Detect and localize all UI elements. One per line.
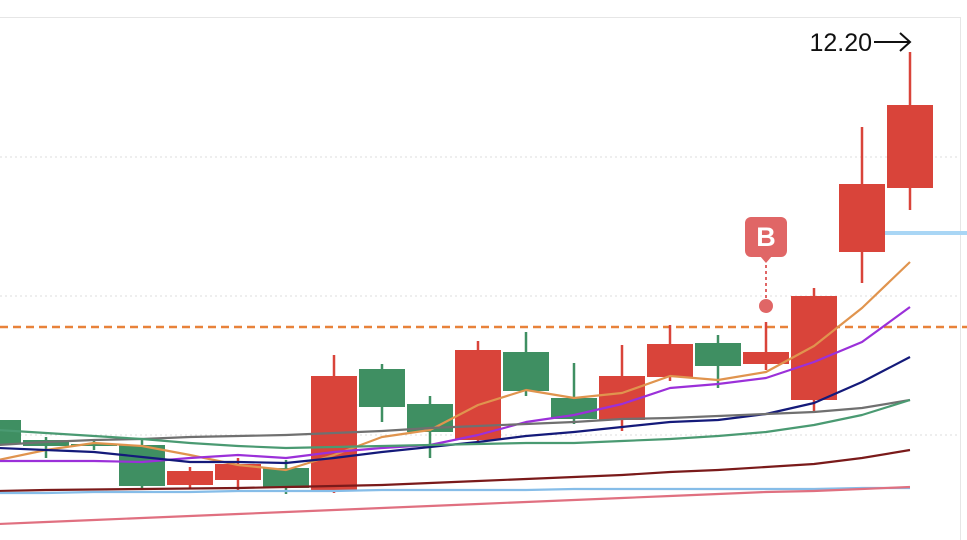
max-price-arrow	[874, 32, 912, 52]
candle-body	[647, 344, 693, 377]
plot: B 12.20	[0, 29, 967, 526]
candle-body	[71, 444, 117, 446]
candle-body	[839, 184, 885, 252]
moving-average-line	[0, 398, 911, 450]
candle-body	[359, 369, 405, 407]
marker-badge	[745, 217, 787, 257]
marker-label: B	[756, 222, 776, 252]
marker-dot	[759, 299, 773, 313]
marker-pointer	[760, 256, 772, 263]
candle-body	[551, 398, 597, 419]
candle-body	[791, 296, 837, 400]
candle-body	[215, 464, 261, 480]
candle-body	[743, 352, 789, 364]
moving-average-line	[0, 261, 911, 472]
moving-average-line	[0, 306, 911, 464]
candle-body	[0, 420, 21, 444]
candle-body	[503, 352, 549, 391]
candle-body	[119, 445, 165, 486]
moving-average-line	[0, 448, 911, 493]
candle-body	[695, 343, 741, 366]
moving-average-line	[0, 485, 911, 526]
moving-average-line	[0, 486, 910, 495]
candle-body	[167, 471, 213, 485]
candle-body	[263, 468, 309, 488]
max-price-label: 12.20	[809, 29, 872, 57]
candle-body	[887, 105, 933, 188]
